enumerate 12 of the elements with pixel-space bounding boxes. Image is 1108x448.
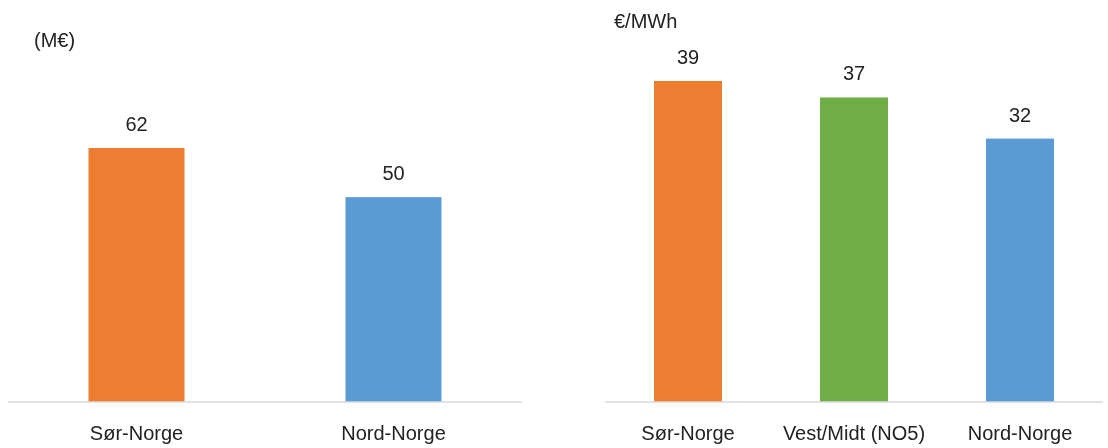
x-tick-label: Sør-Norge [641,422,735,445]
data-label: 37 [842,62,866,85]
y-axis-title: €/MWh [614,10,678,32]
y-axis-title: (M€) [34,29,76,51]
x-tick-label: Nord-Norge [967,422,1073,445]
data-label: 32 [1008,103,1032,126]
data-label: 39 [676,46,700,68]
data-label: 62 [125,113,148,135]
x-tick-label: Nord-Norge [341,422,446,445]
data-label: 50 [382,162,405,185]
x-tick-label: Vest/Midt (NO5) [782,422,926,445]
x-tick-label: Sør-Norge [89,422,184,445]
